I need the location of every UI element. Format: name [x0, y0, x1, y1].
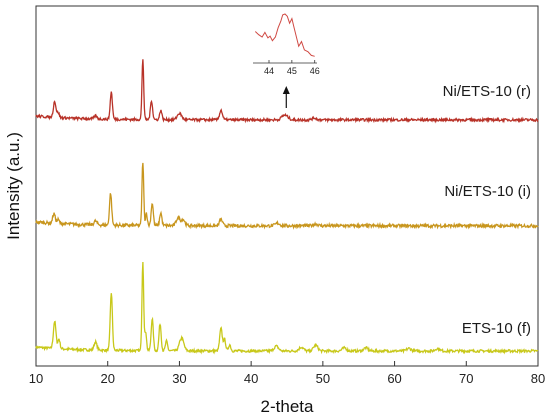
inset-tick-label: 45 — [287, 66, 297, 76]
series-line — [35, 261, 539, 355]
inset-tick-label: 46 — [310, 66, 320, 76]
plot-frame — [35, 5, 539, 367]
series-label: ETS-10 (f) — [462, 320, 531, 337]
x-tick-label: 30 — [172, 371, 186, 386]
x-tick-label: 10 — [29, 371, 43, 386]
series-line — [35, 59, 539, 124]
inset-tick-label: 44 — [264, 66, 274, 76]
x-tick-label: 60 — [387, 371, 401, 386]
inset-line — [254, 13, 315, 57]
x-tick-label: 70 — [459, 371, 473, 386]
series-line — [35, 162, 539, 230]
x-tick-label: 50 — [316, 371, 330, 386]
series-lines — [35, 59, 539, 355]
y-axis-title: Intensity (a.u.) — [4, 132, 23, 240]
plot-area: 10 20 30 40 50 60 70 80 ETS-10 (f) Ni/ETS-10 (i)… — [29, 5, 545, 386]
x-tick-label: 40 — [244, 371, 258, 386]
arrow-head — [282, 86, 290, 94]
x-axis-title: 2-theta — [261, 397, 314, 416]
x-ticks: 10 20 30 40 50 60 70 80 — [29, 361, 545, 386]
series-label: Ni/ETS-10 (r) — [443, 83, 531, 100]
inset: 44 45 46 — [253, 13, 320, 108]
series-labels: ETS-10 (f) Ni/ETS-10 (i) Ni/ETS-10 (r) — [443, 83, 531, 337]
x-tick-label: 20 — [100, 371, 114, 386]
x-tick-label: 80 — [531, 371, 545, 386]
series-label: Ni/ETS-10 (i) — [444, 183, 531, 200]
